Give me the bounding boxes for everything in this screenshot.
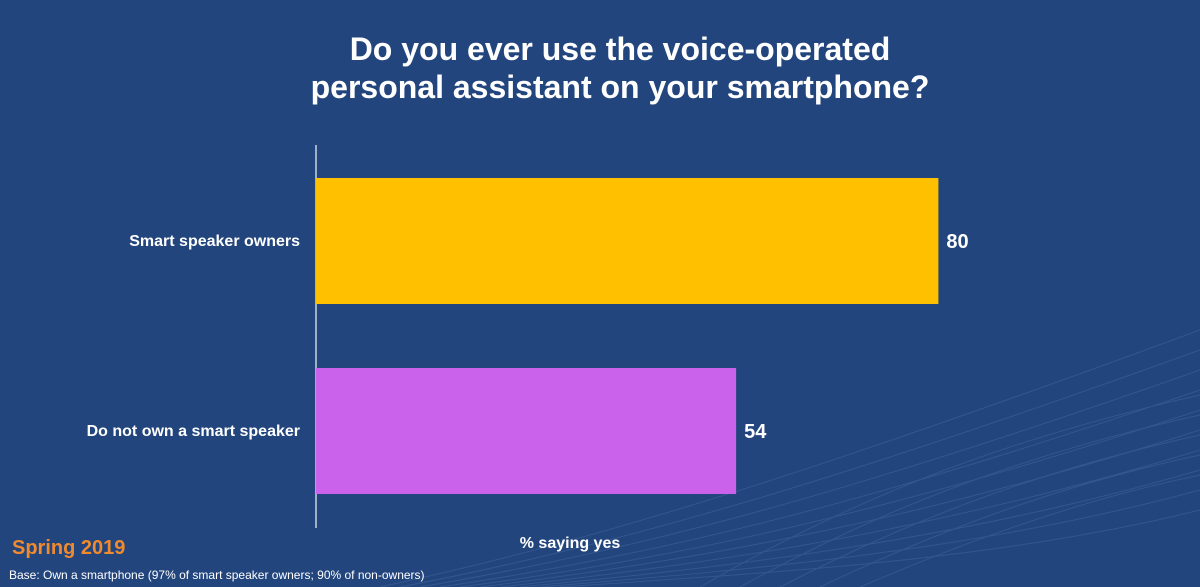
- category-label-0: Smart speaker owners: [129, 233, 300, 250]
- x-axis-label: % saying yes: [519, 535, 621, 552]
- data-label-0: 80: [946, 231, 968, 253]
- base-note: Base: Own a smartphone (97% of smart spe…: [9, 568, 425, 582]
- chart-title-line-2: personal assistant on your smartphone?: [310, 69, 930, 105]
- season-label: Spring 2019: [12, 537, 126, 559]
- chart-title: Do you ever use the voice-operated perso…: [0, 30, 1200, 106]
- bar-1: [316, 368, 737, 494]
- data-label-1: 54: [744, 421, 767, 443]
- category-label-1: Do not own a smart speaker: [87, 423, 300, 440]
- chart-title-line-1: Do you ever use the voice-operated: [349, 31, 891, 67]
- bar-0: [316, 178, 939, 304]
